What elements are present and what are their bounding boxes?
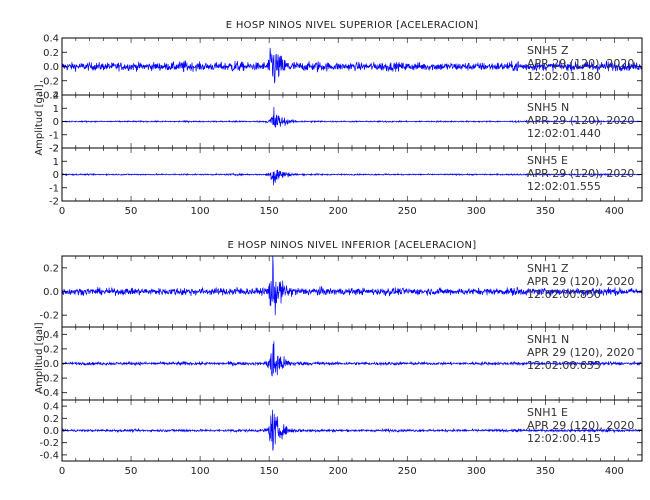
x-tick-label: 50 xyxy=(125,466,138,477)
y-tick-label: 1 xyxy=(53,104,59,115)
trace-line xyxy=(62,256,642,316)
station-label: SNH5 Z xyxy=(527,44,569,57)
date-label: APR 29 (120), 2020 xyxy=(527,346,634,359)
y-tick-label: -0.4 xyxy=(39,91,59,102)
trace-line xyxy=(62,47,642,84)
y-tick-label: -1 xyxy=(49,183,59,194)
x-tick-label: 200 xyxy=(329,466,348,477)
date-label: APR 29 (120), 2020 xyxy=(527,419,634,432)
date-label: APR 29 (120), 2020 xyxy=(527,275,634,288)
trace-line xyxy=(62,341,642,377)
y-tick-label: 2 xyxy=(53,144,59,155)
y-tick-label: -0.2 xyxy=(39,374,59,385)
x-tick-label: 350 xyxy=(536,466,555,477)
x-tick-label: 300 xyxy=(467,206,486,217)
y-tick-label: 0.4 xyxy=(43,34,59,45)
station-label: SNH1 Z xyxy=(527,262,569,275)
y-axis-label: Amplitud [gal] xyxy=(34,84,45,155)
y-tick-label: -0.4 xyxy=(39,388,59,399)
x-tick-label: 100 xyxy=(191,206,210,217)
date-label: APR 29 (120), 2020 xyxy=(527,114,634,127)
station-label: SNH5 N xyxy=(527,101,569,114)
x-tick-label: 300 xyxy=(467,466,486,477)
y-tick-label: 0.0 xyxy=(43,359,59,370)
y-tick-label: 0.2 xyxy=(43,344,59,355)
x-tick-label: 150 xyxy=(260,206,279,217)
station-label: SNH1 N xyxy=(527,333,569,346)
x-tick-label: 50 xyxy=(125,206,138,217)
x-tick-label: 400 xyxy=(605,206,624,217)
y-tick-label: 0.2 xyxy=(43,263,59,274)
time-label: 12:02:00.655 xyxy=(527,359,601,372)
y-tick-label: 0.0 xyxy=(43,287,59,298)
x-tick-label: 200 xyxy=(329,206,348,217)
time-label: 12:02:00.415 xyxy=(527,432,601,445)
y-tick-label: -1 xyxy=(49,130,59,141)
x-tick-label: 250 xyxy=(398,466,417,477)
y-tick-label: 0.0 xyxy=(43,426,59,437)
y-tick-label: -0.4 xyxy=(39,450,59,461)
chart-title: E HOSP NINOS NIVEL INFERIOR [ACELERACION… xyxy=(228,240,477,251)
y-tick-label: 0.4 xyxy=(43,402,59,413)
chart-title: E HOSP NINOS NIVEL SUPERIOR [ACELERACION… xyxy=(226,20,478,31)
y-tick-label: -0.2 xyxy=(39,438,59,449)
y-axis-label: Amplitud [gal] xyxy=(34,322,45,393)
date-label: APR 29 (120), 2020 xyxy=(527,57,634,70)
y-tick-label: 0.4 xyxy=(43,330,59,341)
station-label: SNH5 E xyxy=(527,154,568,167)
x-tick-label: 250 xyxy=(398,206,417,217)
x-tick-label: 150 xyxy=(260,466,279,477)
y-tick-label: -0.2 xyxy=(39,311,59,322)
trace-line xyxy=(62,409,642,451)
figure-superior: E HOSP NINOS NIVEL SUPERIOR [ACELERACION… xyxy=(34,20,643,217)
figure-inferior: E HOSP NINOS NIVEL INFERIOR [ACELERACION… xyxy=(34,240,643,477)
x-tick-label: 400 xyxy=(605,466,624,477)
time-label: 12:02:01.180 xyxy=(527,70,601,83)
date-label: APR 29 (120), 2020 xyxy=(527,167,634,180)
time-label: 12:02:01.555 xyxy=(527,180,601,193)
x-tick-label: 100 xyxy=(191,466,210,477)
x-tick-label: 0 xyxy=(59,466,65,477)
x-tick-label: 350 xyxy=(536,206,555,217)
y-tick-label: 0 xyxy=(53,170,59,181)
y-tick-label: 0.2 xyxy=(43,48,59,59)
y-tick-label: -2 xyxy=(49,144,59,155)
x-tick-label: 0 xyxy=(59,206,65,217)
y-tick-label: 0.0 xyxy=(43,62,59,73)
y-tick-label: 2 xyxy=(53,91,59,102)
y-tick-label: 1 xyxy=(53,157,59,168)
y-tick-label: -2 xyxy=(49,197,59,208)
trace-line xyxy=(62,169,642,186)
time-label: 12:02:00.850 xyxy=(527,288,601,301)
station-label: SNH1 E xyxy=(527,406,568,419)
y-tick-label: -0.2 xyxy=(39,76,59,87)
time-label: 12:02:01.440 xyxy=(527,127,601,140)
trace-line xyxy=(62,106,642,128)
y-tick-label: 0 xyxy=(53,117,59,128)
y-tick-label: 0.2 xyxy=(43,414,59,425)
